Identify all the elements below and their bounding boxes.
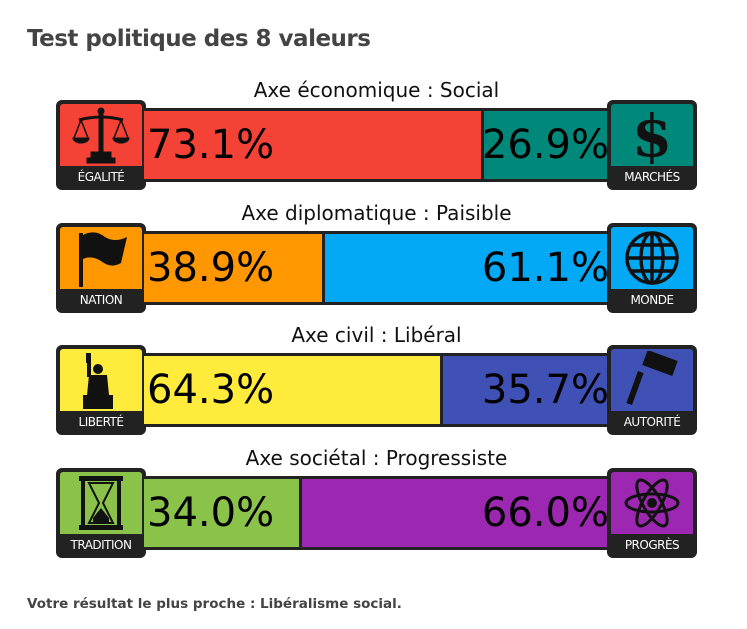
right-percent: 26.9% <box>483 122 609 168</box>
left-value-badge: TRADITION <box>56 467 146 558</box>
axis-label: Axe sociétal : Progressiste <box>245 445 508 470</box>
svg-text:$: $ <box>632 106 672 164</box>
right-percent: 66.0% <box>481 489 609 536</box>
left-percent: 34.0% <box>147 489 275 536</box>
left-value-badge: ÉGALITÉ <box>56 100 146 190</box>
left-value-badge: LIBERTÉ <box>56 345 146 435</box>
left-bar-segment: 64.3% <box>144 356 443 424</box>
gavel-icon <box>611 349 693 411</box>
right-value-badge: AUTORITÉ <box>607 345 697 435</box>
axis-label: Axe économique : Social <box>253 78 500 102</box>
flag-icon <box>60 226 142 289</box>
left-bar-segment: 38.9% <box>144 233 325 302</box>
right-value-name: PROGRÈS <box>624 537 680 552</box>
right-value-name: MONDE <box>630 292 674 307</box>
scales-icon <box>60 104 142 166</box>
statue-of-liberty-icon <box>60 349 142 411</box>
axis-bar: 38.9% 61.1% <box>144 230 609 305</box>
axis-bar: 64.3% 35.7% <box>144 353 609 427</box>
left-percent: 38.9% <box>147 244 275 291</box>
left-value-name: ÉGALITÉ <box>77 170 125 184</box>
right-bar-segment: 26.9% <box>483 111 609 179</box>
globe-icon <box>611 226 693 289</box>
right-bar-segment: 35.7% <box>442 356 609 424</box>
right-percent: 35.7% <box>481 367 609 413</box>
right-value-name: MARCHÉS <box>624 170 680 184</box>
axis-row: Axe économique : Social ÉGALITÉ 73.1% 26… <box>56 78 697 212</box>
atom-icon <box>611 471 693 534</box>
left-percent: 64.3% <box>147 367 275 413</box>
right-percent: 61.1% <box>481 244 609 291</box>
axis-bar: 34.0% 66.0% <box>144 475 609 550</box>
axis-row: Axe civil : Libéral LIBERTÉ 64.3% 35.7% … <box>56 323 697 457</box>
left-value-name: NATION <box>79 292 123 307</box>
left-bar-segment: 73.1% <box>144 111 484 179</box>
left-value-name: LIBERTÉ <box>78 415 124 429</box>
page-title: Test politique des 8 valeurs <box>27 26 371 52</box>
left-value-name: TRADITION <box>70 537 132 552</box>
axis-row: Axe sociétal : Progressiste TRADITION 34… <box>56 446 697 580</box>
left-value-badge: NATION <box>56 222 146 313</box>
hourglass-icon <box>60 471 142 534</box>
right-value-badge: $ MARCHÉS <box>607 100 697 190</box>
right-bar-segment: 66.0% <box>302 478 609 547</box>
axis-label: Axe diplomatique : Paisible <box>241 200 512 225</box>
left-bar-segment: 34.0% <box>144 478 303 547</box>
left-percent: 73.1% <box>147 122 275 168</box>
right-value-name: AUTORITÉ <box>623 415 681 429</box>
axis-label: Axe civil : Libéral <box>291 323 462 347</box>
right-bar-segment: 61.1% <box>324 233 609 302</box>
closest-result: Votre résultat le plus proche : Libérali… <box>27 596 402 612</box>
right-value-badge: MONDE <box>607 222 697 313</box>
axis-bar: 73.1% 26.9% <box>144 108 609 182</box>
dollar-icon: $ <box>611 104 693 166</box>
axis-row: Axe diplomatique : Paisible NATION 38.9%… <box>56 201 697 335</box>
right-value-badge: PROGRÈS <box>607 467 697 558</box>
